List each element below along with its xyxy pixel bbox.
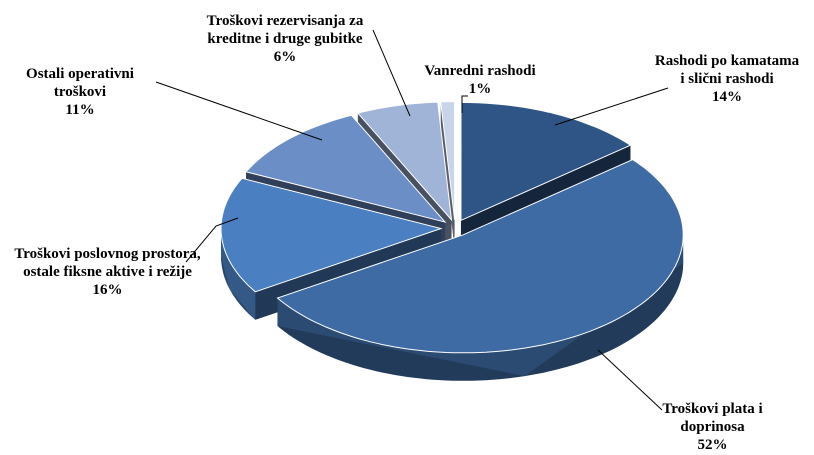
slice-label: Ostali operativni troškovi 11%	[5, 65, 155, 119]
category-label: Troškovi poslovnog prostora, ostale fiks…	[14, 246, 201, 280]
slice-label: Troškovi rezervisanja za kreditne i drug…	[195, 12, 375, 66]
slice-label: Rashodi po kamatama i slični rashodi 14%	[652, 52, 802, 106]
slice	[245, 114, 447, 223]
slice-side-face	[440, 101, 455, 248]
category-label: Ostali operativni troškovi	[26, 66, 134, 100]
percent-label: 11%	[65, 102, 95, 118]
slice	[460, 101, 632, 222]
percent-label: 1%	[468, 81, 492, 97]
leader-line	[461, 95, 468, 113]
leader-line	[597, 349, 663, 411]
percent-label: 16%	[92, 282, 123, 298]
category-label: Rashodi po kamatama i slični rashodi	[654, 53, 800, 87]
percent-label: 52%	[697, 437, 728, 453]
slice-label: Troškovi plata i doprinosa 52%	[650, 400, 775, 454]
slice-group	[276, 159, 684, 381]
slice	[356, 101, 453, 222]
leader-line	[554, 87, 669, 126]
leader-line	[155, 81, 323, 141]
leader-line	[372, 29, 411, 117]
slice	[220, 177, 443, 293]
slice	[276, 159, 684, 354]
slice-label: Troškovi poslovnog prostora, ostale fiks…	[10, 245, 205, 299]
category-label: Troškovi plata i doprinosa	[662, 401, 763, 435]
percent-label: 14%	[712, 89, 742, 105]
category-label: Troškovi rezervisanja za kreditne i drug…	[206, 13, 364, 47]
slice-label: Vanredni rashodi 1%	[405, 62, 555, 98]
leader-line	[185, 217, 239, 263]
slice	[440, 101, 456, 220]
category-label: Vanredni rashodi	[424, 63, 536, 79]
percent-label: 6%	[273, 49, 297, 65]
